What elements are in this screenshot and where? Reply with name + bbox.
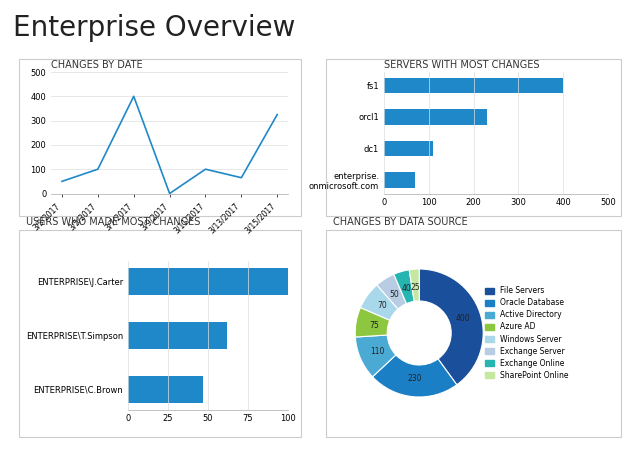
Text: 230: 230 [408, 374, 422, 383]
Text: Enterprise Overview: Enterprise Overview [13, 14, 295, 41]
Bar [128, 376, 204, 403]
Wedge shape [372, 355, 457, 397]
Bar [128, 322, 227, 349]
Wedge shape [394, 270, 414, 304]
Bar [128, 268, 288, 295]
Text: CHANGES BY DATA SOURCE: CHANGES BY DATA SOURCE [333, 217, 467, 227]
Wedge shape [360, 285, 398, 320]
Wedge shape [419, 269, 483, 385]
Text: 110: 110 [370, 347, 384, 356]
Bar [384, 77, 563, 93]
Text: 400: 400 [456, 314, 470, 323]
Wedge shape [409, 269, 419, 302]
Bar [384, 172, 415, 188]
Bar [384, 141, 433, 157]
Text: 70: 70 [377, 302, 387, 310]
Text: 75: 75 [369, 320, 379, 329]
Wedge shape [377, 274, 406, 309]
Text: 25: 25 [411, 283, 420, 292]
Text: USERS WHO MADE MOST CHANGES: USERS WHO MADE MOST CHANGES [26, 217, 200, 227]
Text: SERVERS WITH MOST CHANGES: SERVERS WITH MOST CHANGES [384, 60, 540, 70]
Text: CHANGES BY DATE: CHANGES BY DATE [51, 60, 143, 70]
Wedge shape [355, 335, 396, 377]
Text: 40: 40 [401, 284, 412, 293]
Text: 50: 50 [390, 290, 399, 299]
Wedge shape [355, 308, 390, 337]
Bar [384, 109, 487, 125]
Legend: File Servers, Oracle Database, Active Directory, Azure AD, Windows Server, Excha: File Servers, Oracle Database, Active Di… [484, 286, 569, 380]
